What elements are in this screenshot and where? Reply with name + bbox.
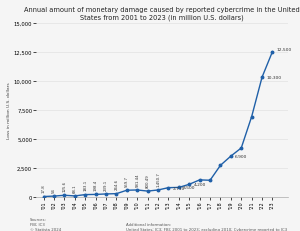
Text: 800.49: 800.49 <box>146 173 150 187</box>
Y-axis label: Loss in million U.S. dollars: Loss in million U.S. dollars <box>7 82 11 138</box>
Text: 6,900: 6,900 <box>235 155 247 158</box>
Title: Annual amount of monetary damage caused by reported cybercrime in the United
Sta: Annual amount of monetary damage caused … <box>24 7 300 21</box>
Text: 581.44: 581.44 <box>135 172 139 186</box>
Text: 17.8: 17.8 <box>42 184 46 192</box>
Text: 183.1: 183.1 <box>83 179 87 191</box>
Text: Sources:
FBI; IC3
© Statista 2024: Sources: FBI; IC3 © Statista 2024 <box>30 217 61 231</box>
Text: 239.1: 239.1 <box>104 179 108 190</box>
Text: 559.7: 559.7 <box>125 175 129 186</box>
Text: 54: 54 <box>52 187 56 192</box>
Text: 10,300: 10,300 <box>266 76 281 80</box>
Text: 1,450.7: 1,450.7 <box>156 171 160 186</box>
Text: 2,710: 2,710 <box>172 186 185 190</box>
Text: 198.4: 198.4 <box>94 179 98 190</box>
Text: 68.1: 68.1 <box>73 183 77 192</box>
Text: 264.6: 264.6 <box>115 179 119 190</box>
Text: 12,500: 12,500 <box>277 48 292 52</box>
Text: 3,500: 3,500 <box>183 186 196 190</box>
Text: Additional information:
United States; IC3; FBI; 2001 to 2023; excluding 2010; C: Additional information: United States; I… <box>126 222 287 231</box>
Text: 125.6: 125.6 <box>62 180 67 191</box>
Text: 4,200: 4,200 <box>194 182 206 186</box>
